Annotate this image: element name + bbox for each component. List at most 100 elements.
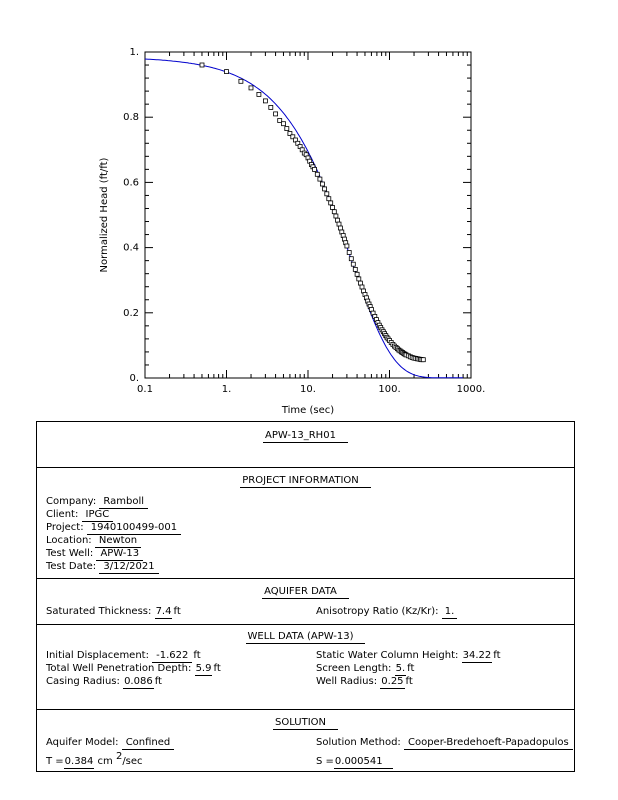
observed-point <box>344 243 350 249</box>
observed-point <box>336 221 342 227</box>
y-tick-label: 0.4 <box>123 243 139 254</box>
observed-point <box>337 225 343 231</box>
observed-point <box>352 266 358 272</box>
screen-length-row: Screen Length: 5. ft <box>316 663 415 676</box>
observed-point <box>319 181 325 187</box>
y-tick-labels: 0. 0.2 0.4 0.6 0.8 1. <box>123 47 139 384</box>
well-header: WELL DATA (APW-13) <box>37 631 574 644</box>
observed-point <box>256 92 262 97</box>
y-axis-label: Normalized Head (ft/ft) <box>99 157 110 272</box>
static-water-row: Static Water Column Height: 34.22 ft <box>316 650 501 663</box>
y-tick-label: 1. <box>129 47 139 58</box>
static-water-value: 34.22 <box>461 650 493 663</box>
observed-point <box>356 276 362 282</box>
test-date-row: Test Date: 3/12/2021 <box>46 561 159 574</box>
test-date-value: 3/12/2021 <box>99 561 159 574</box>
storativity-value: 0.000541 <box>333 756 393 769</box>
observed-point <box>273 111 279 117</box>
company-value: Ramboll <box>99 496 149 509</box>
observed-point <box>284 126 290 131</box>
type-curve-line <box>144 58 463 379</box>
observed-point <box>199 62 205 68</box>
y-tick-label: 0. <box>129 373 139 384</box>
observed-point <box>287 131 293 136</box>
anisotropy-value: 1. <box>441 606 458 619</box>
y-tick-label: 0.2 <box>123 308 139 319</box>
observed-point <box>224 69 229 74</box>
observed-point <box>330 205 335 210</box>
x-tick-label: 100. <box>378 384 400 395</box>
observed-point <box>290 134 296 140</box>
casing-radius-row: Casing Radius: 0.086 ft <box>46 676 162 689</box>
aquifer-header: AQUIFER DATA <box>37 586 574 599</box>
report-box: APW-13_RH01 PROJECT INFORMATION Company:… <box>36 421 575 772</box>
plot-area-frame <box>144 51 472 379</box>
client-value: IPGC <box>81 509 114 522</box>
observed-point <box>348 256 354 262</box>
observed-point <box>359 284 365 290</box>
client-row: Client: IPGC <box>46 509 114 522</box>
penetration-row: Total Well Penetration Depth: 5.9 ft <box>46 663 221 676</box>
location-row: Location: Newton <box>46 535 142 548</box>
well-data-section: WELL DATA (APW-13) Initial Displacement:… <box>37 624 574 689</box>
observed-point <box>281 121 286 127</box>
solution-section: SOLUTION Aquifer Model: Confined Solutio… <box>37 709 574 769</box>
observed-point <box>420 357 426 363</box>
project-header: PROJECT INFORMATION <box>37 475 574 488</box>
x-tick-label: 10. <box>300 384 316 395</box>
aquifer-model-row: Aquifer Model: Confined <box>46 737 175 750</box>
solution-method-row: Solution Method: Cooper-Bredehoeft-Papad… <box>316 737 573 750</box>
project-value: 1940100499-001 <box>86 522 182 535</box>
penetration-value: 5.9 <box>194 663 213 676</box>
company-row: Company: Ramboll <box>46 496 149 509</box>
casing-radius-value: 0.086 <box>123 676 154 689</box>
solution-header: SOLUTION <box>37 717 574 730</box>
observed-point <box>357 280 363 286</box>
x-tick-labels: 0.1 1. 10. 100. 1000. <box>137 384 485 395</box>
observed-point <box>333 213 339 219</box>
axis-ticks <box>144 51 471 379</box>
location-value: Newton <box>94 535 142 548</box>
x-axis-label: Time (sec) <box>281 405 334 416</box>
project-information-section: PROJECT INFORMATION Company: Ramboll Cli… <box>37 467 574 574</box>
test-well-value: APW-13 <box>96 548 144 561</box>
observed-point <box>262 98 268 104</box>
solution-method-value: Cooper-Bredehoeft-Papadopulos <box>403 737 573 750</box>
test-well-row: Test Well: APW-13 <box>46 548 144 561</box>
saturated-thickness-row: Saturated Thickness: 7.4 ft <box>46 606 181 619</box>
storativity-row: S =0.000541 <box>316 756 393 769</box>
initial-displacement-row: Initial Displacement: -1.622 ft <box>46 650 201 663</box>
observed-point <box>331 209 337 215</box>
observed-point <box>268 105 274 110</box>
observed-point <box>350 261 356 267</box>
observed-point <box>324 191 330 197</box>
observed-point <box>335 217 340 223</box>
observed-point <box>314 171 320 177</box>
saturated-thickness-value: 7.4 <box>154 606 173 619</box>
well-radius-value: 0.25 <box>380 676 405 689</box>
y-tick-label: 0.6 <box>123 177 139 188</box>
observed-point <box>238 78 244 84</box>
observed-point <box>312 166 317 172</box>
project-row: Project: 1940100499-001 <box>46 522 182 535</box>
transmissivity-row: T =0.384 cm 2/sec <box>46 751 143 769</box>
observed-point <box>317 176 323 182</box>
aquifer-model-value: Confined <box>121 737 175 750</box>
aquifer-data-section: AQUIFER DATA Saturated Thickness: 7.4 ft … <box>37 578 574 619</box>
x-tick-label: 1000. <box>457 384 486 395</box>
screen-length-value: 5. <box>394 663 407 676</box>
initial-displacement-value: -1.622 <box>152 650 193 663</box>
observed-point <box>277 118 283 123</box>
observed-point <box>248 85 254 91</box>
observed-points <box>199 62 426 363</box>
anisotropy-row: Anisotropy Ratio (Kz/Kr): 1. <box>316 606 458 619</box>
well-radius-row: Well Radius: 0.25 ft <box>316 676 413 689</box>
report-title: APW-13_RH01 <box>37 430 574 443</box>
transmissivity-value: 0.384 <box>63 756 95 769</box>
observed-point <box>326 196 332 202</box>
x-tick-label: 1. <box>222 384 232 395</box>
observed-point <box>354 271 360 277</box>
observed-point <box>322 186 328 192</box>
observed-point <box>328 200 334 206</box>
observed-point <box>346 250 352 255</box>
